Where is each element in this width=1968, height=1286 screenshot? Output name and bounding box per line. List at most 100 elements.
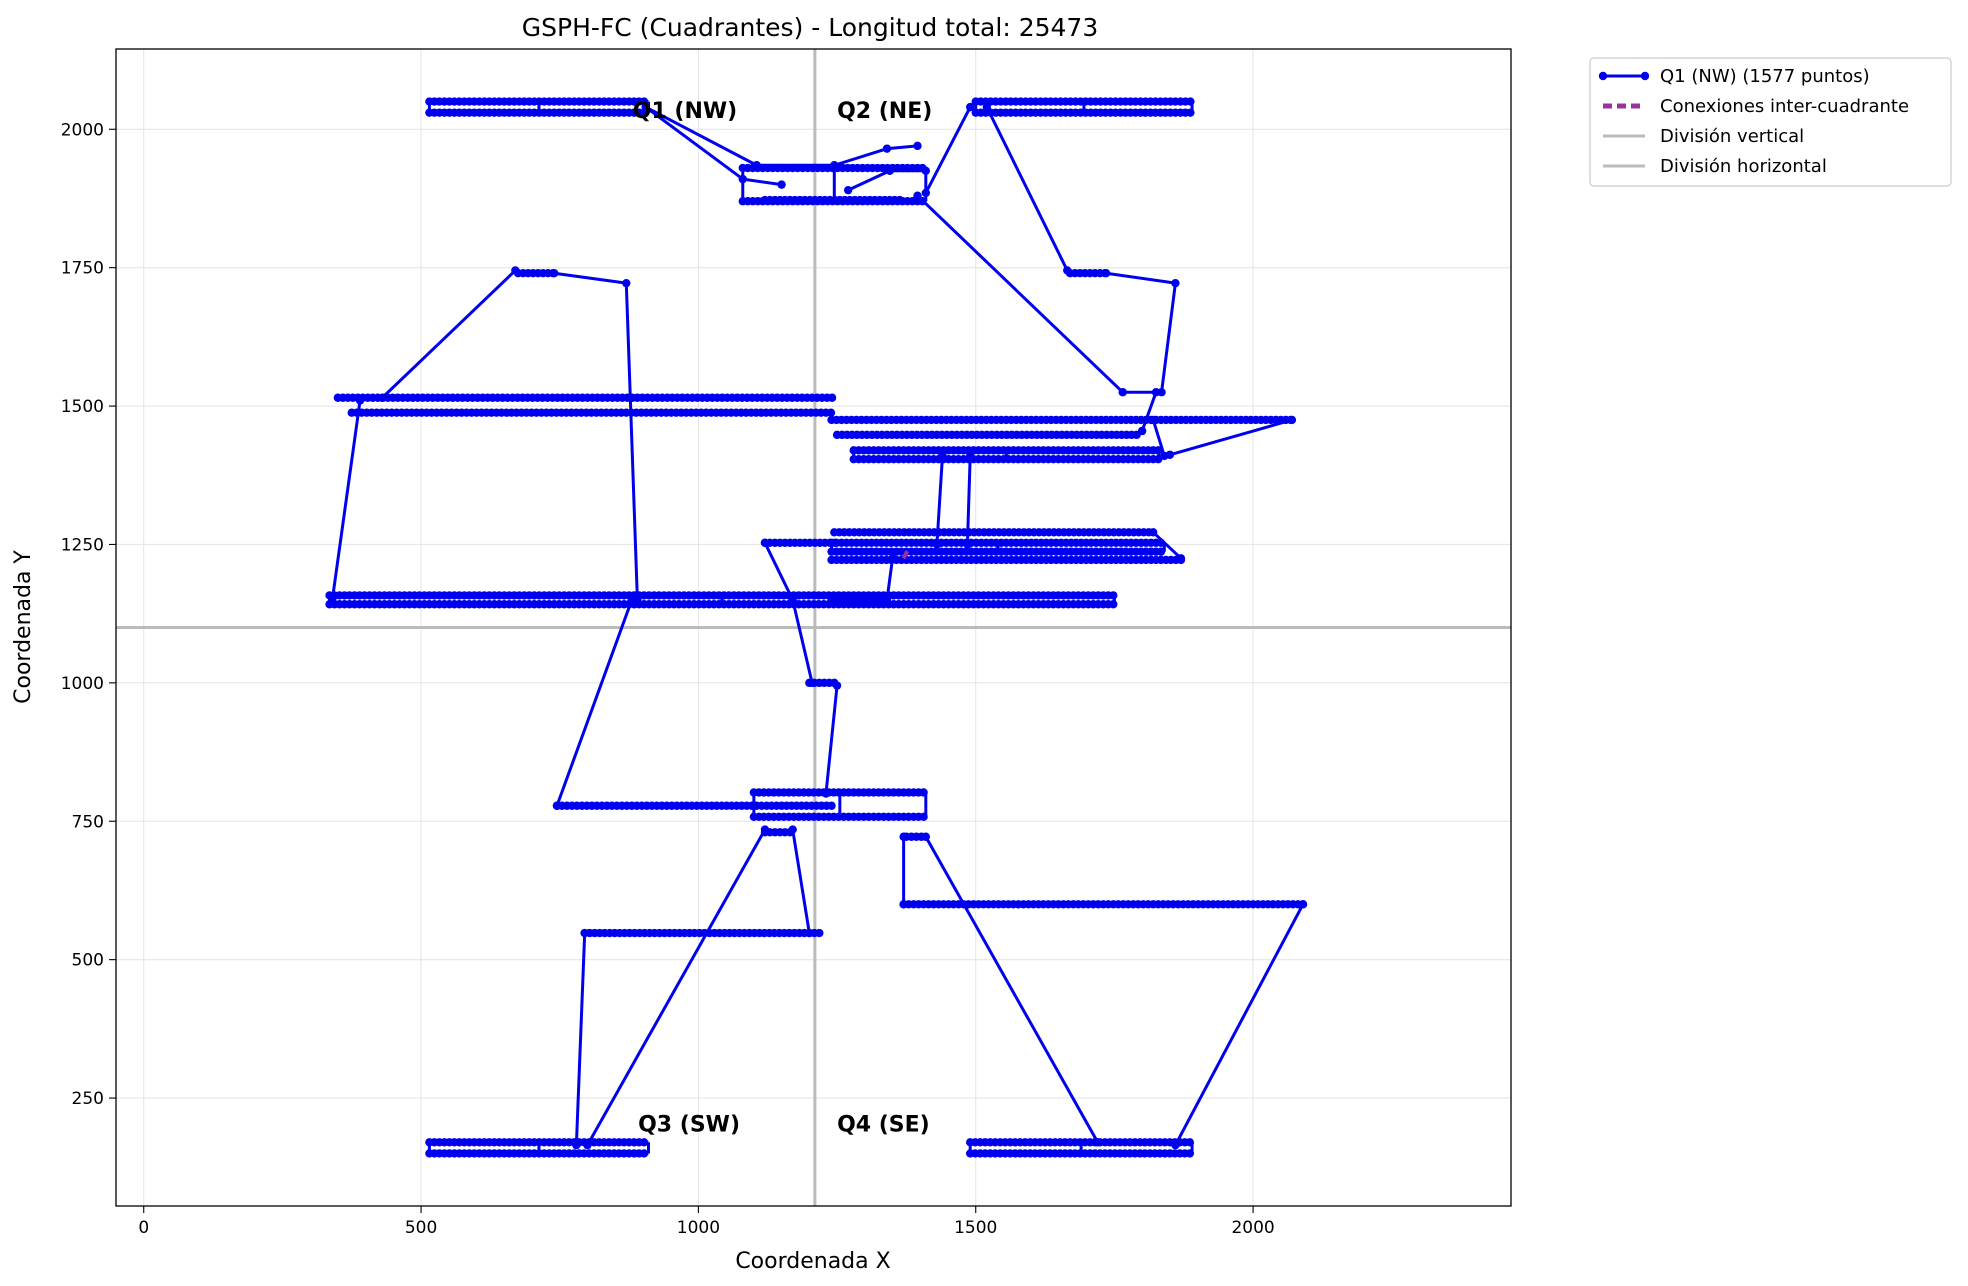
route-point	[921, 188, 931, 198]
route-path	[916, 194, 1158, 432]
route-path	[553, 271, 639, 600]
route-point	[1137, 426, 1147, 436]
route-point	[932, 540, 942, 549]
quadrant-labels: Q1 (NW) Q2 (NE) Q3 (SW) Q4 (SE)	[633, 99, 933, 1137]
route-path	[924, 836, 1100, 1144]
legend-label: División horizontal	[1660, 156, 1827, 177]
legend-label: Q1 (NW) (1577 puntos)	[1660, 66, 1870, 87]
inter-quadrant-connection	[901, 546, 911, 560]
inter-quadrant-connection-series	[901, 546, 911, 560]
route-point	[827, 801, 836, 810]
route-path	[791, 829, 811, 934]
route-point	[1171, 1140, 1180, 1150]
route-point	[1287, 415, 1297, 425]
route-point	[1165, 450, 1175, 459]
route-point	[807, 678, 817, 688]
legend-item: División horizontal	[1603, 156, 1827, 177]
axis-ticks: 0 500 1000 1500 2000 250 500 750 1000 1250 1500 175…	[61, 120, 1275, 1238]
chart-title: GSPH-FC (Cuadrantes) - Longitud total: 2…	[522, 13, 1098, 42]
y-tick-label: 1000	[61, 674, 104, 694]
y-tick-label: 1250	[61, 535, 104, 555]
legend-item: División vertical	[1603, 126, 1804, 147]
route-series-q1	[325, 97, 1308, 1158]
route-point	[788, 595, 797, 605]
route-point	[815, 928, 824, 938]
route-point	[982, 102, 992, 112]
route-point	[355, 396, 365, 405]
x-tick-label: 1500	[954, 1218, 997, 1238]
route-point	[552, 801, 562, 810]
route-point	[639, 1138, 649, 1147]
route-point	[888, 554, 897, 563]
route-point	[1171, 278, 1180, 288]
route-point	[622, 278, 631, 288]
route-path	[1169, 418, 1293, 457]
route-point	[641, 102, 650, 112]
route-point	[827, 595, 836, 605]
legend-marker	[1640, 71, 1650, 81]
route-path	[1174, 903, 1305, 1146]
route-point	[1063, 266, 1072, 275]
route-point	[1149, 528, 1158, 537]
route-point	[899, 900, 908, 909]
route-point	[760, 825, 770, 834]
x-tick-label: 0	[138, 1218, 149, 1238]
route-point	[882, 595, 892, 605]
route-point	[788, 825, 797, 834]
route-point	[572, 1140, 581, 1150]
route-path	[1105, 271, 1177, 393]
legend-label: División vertical	[1660, 126, 1804, 147]
route-point	[583, 1140, 592, 1150]
x-tick-label: 2000	[1231, 1218, 1274, 1238]
route-point	[328, 595, 337, 605]
route-path	[1152, 531, 1182, 560]
route-point	[826, 408, 836, 417]
quadrant-label: Q3 (SW)	[638, 1112, 740, 1137]
route-point	[805, 928, 814, 938]
route-path	[574, 933, 587, 1146]
route-path	[586, 828, 767, 1146]
route-point	[843, 185, 853, 195]
route-path	[555, 599, 634, 807]
route-point	[830, 161, 839, 170]
quadrant-divisions	[116, 49, 1511, 1206]
route-point	[895, 195, 904, 205]
route-point	[821, 789, 831, 798]
route-point	[827, 393, 837, 402]
route-point	[913, 191, 922, 200]
route-point	[882, 144, 892, 153]
x-axis-label: Coordenada X	[735, 1249, 890, 1274]
route-point	[963, 540, 972, 549]
route-point	[1101, 269, 1111, 278]
quadrant-label: Q4 (SE)	[837, 1112, 930, 1137]
route-path	[1151, 419, 1166, 457]
route-point	[965, 451, 975, 461]
route-point	[639, 1149, 649, 1158]
route-point	[938, 451, 947, 461]
route-point	[549, 269, 559, 278]
legend-box	[1589, 57, 1952, 187]
y-tick-label: 500	[72, 951, 104, 971]
legend-item: Q1 (NW) (1577 puntos)	[1598, 66, 1870, 87]
route-point	[965, 102, 975, 112]
plot-frame	[115, 48, 1512, 1207]
route-point	[1118, 388, 1127, 397]
y-tick-label: 250	[72, 1089, 104, 1109]
quadrant-label: Q2 (NE)	[837, 99, 932, 124]
route-point	[899, 832, 908, 841]
legend-label: Conexiones inter-cuadrante	[1660, 96, 1909, 117]
legend-item: Conexiones inter-cuadrante	[1603, 96, 1909, 117]
route-point	[921, 166, 931, 175]
x-tick-label: 1000	[677, 1218, 720, 1238]
x-tick-label: 500	[405, 1218, 437, 1238]
route-point	[738, 174, 747, 184]
route-point	[752, 161, 761, 170]
quadrant-label: Q1 (NW)	[633, 99, 737, 124]
route-path	[985, 106, 1069, 272]
route-point	[580, 928, 589, 938]
route-path	[935, 455, 944, 545]
route-path	[824, 685, 839, 794]
y-tick-label: 1750	[61, 259, 104, 279]
legend-marker	[1598, 71, 1608, 81]
